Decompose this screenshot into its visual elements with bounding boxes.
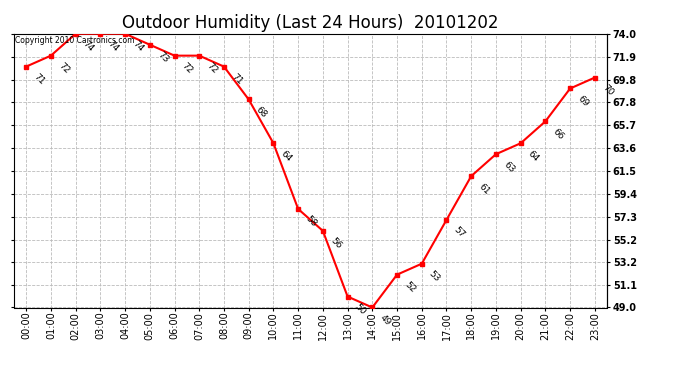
Text: 72: 72 — [180, 61, 195, 76]
Text: 74: 74 — [130, 39, 145, 54]
Text: 50: 50 — [353, 302, 368, 316]
Text: 58: 58 — [304, 214, 318, 229]
Text: 71: 71 — [230, 72, 244, 87]
Text: 64: 64 — [279, 149, 293, 163]
Text: 64: 64 — [526, 149, 541, 163]
Text: 69: 69 — [575, 94, 590, 108]
Text: 73: 73 — [155, 50, 170, 65]
Text: 68: 68 — [254, 105, 268, 120]
Text: 52: 52 — [402, 280, 417, 295]
Text: Copyright 2010 Cartronics.com: Copyright 2010 Cartronics.com — [15, 36, 135, 45]
Text: 63: 63 — [502, 160, 516, 174]
Text: 72: 72 — [205, 61, 219, 76]
Text: 53: 53 — [427, 269, 442, 284]
Text: 74: 74 — [106, 39, 120, 54]
Text: 71: 71 — [32, 72, 46, 87]
Text: 56: 56 — [328, 236, 343, 251]
Text: 74: 74 — [81, 39, 96, 54]
Text: 72: 72 — [57, 61, 71, 76]
Title: Outdoor Humidity (Last 24 Hours)  20101202: Outdoor Humidity (Last 24 Hours) 2010120… — [122, 14, 499, 32]
Text: 57: 57 — [452, 225, 466, 240]
Text: 70: 70 — [600, 83, 615, 98]
Text: 61: 61 — [477, 182, 491, 196]
Text: 66: 66 — [551, 127, 565, 141]
Text: 49: 49 — [378, 313, 393, 327]
